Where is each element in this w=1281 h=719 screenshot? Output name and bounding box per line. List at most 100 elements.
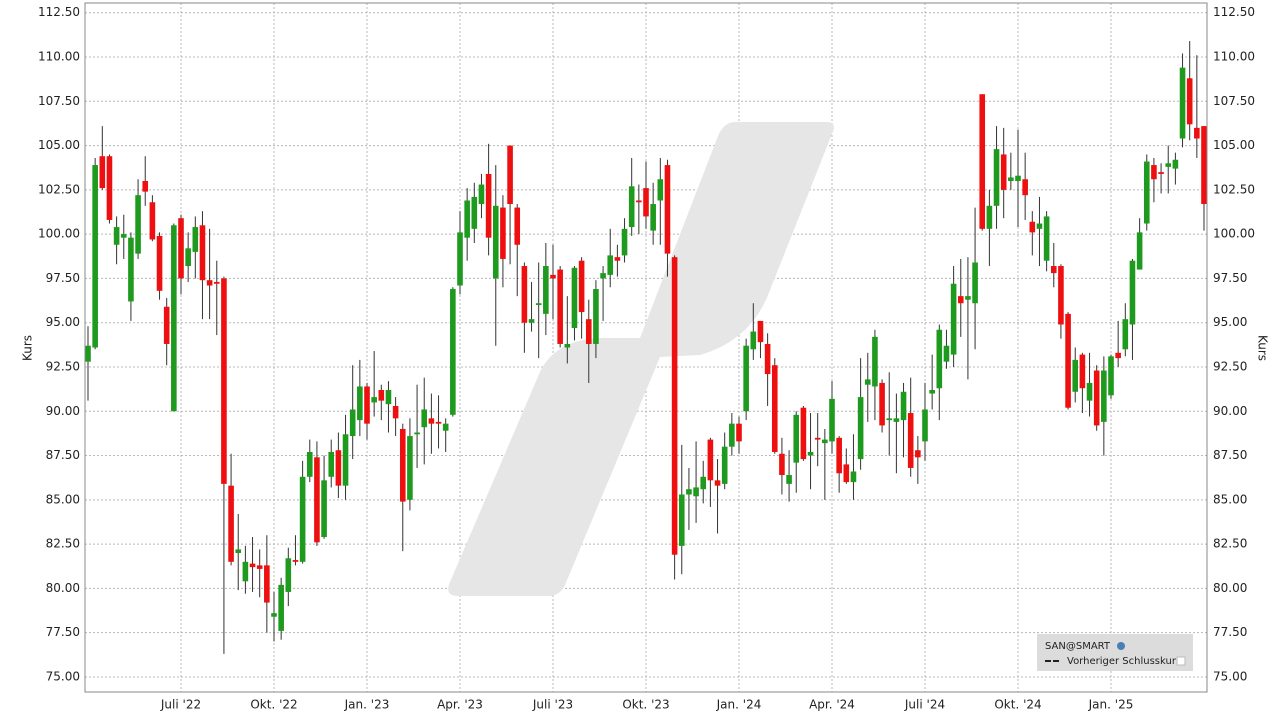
candle-body — [1186, 78, 1193, 125]
candle-body — [829, 398, 835, 442]
x-tick-label: Jan. '25 — [1088, 698, 1134, 712]
x-tick-label: Apr. '23 — [437, 698, 483, 712]
candle-body — [1036, 223, 1043, 229]
candle-body — [729, 423, 735, 447]
candle-body — [1008, 177, 1014, 182]
candle-body — [285, 558, 292, 592]
candle-body — [900, 391, 907, 421]
candle-body — [986, 205, 993, 229]
candle-body — [650, 204, 656, 231]
candle-body — [314, 457, 320, 543]
y2-tick-label: 105.00 — [1213, 138, 1255, 152]
candle-body — [235, 549, 242, 553]
candle-body — [306, 452, 313, 477]
candle-body — [743, 345, 749, 412]
candle-body — [228, 485, 234, 562]
candle-body — [292, 560, 299, 562]
candle-body — [507, 145, 513, 205]
candle-body — [607, 255, 614, 275]
candle-body — [535, 303, 542, 305]
candle-body — [628, 186, 635, 228]
candle-body — [113, 227, 120, 245]
y-tick-label: 77.50 — [46, 625, 80, 639]
candle-body — [907, 413, 914, 468]
candle-body — [163, 306, 170, 344]
candle-body — [171, 225, 177, 412]
candle-body — [1129, 260, 1136, 325]
y2-axis-title: Kurs — [1256, 335, 1270, 361]
candle-body — [800, 407, 807, 460]
candle-body — [120, 234, 127, 238]
y-tick-label: 107.50 — [38, 94, 80, 108]
candle-body — [271, 613, 277, 617]
candle-body — [1172, 159, 1179, 169]
candle-body — [1086, 382, 1093, 401]
candle-body — [585, 319, 592, 344]
candle-body — [264, 565, 270, 603]
candle-body — [514, 207, 521, 245]
y2-tick-label: 92.50 — [1213, 359, 1247, 373]
candle-body — [85, 345, 91, 362]
legend-box — [1037, 634, 1193, 671]
candle-body — [643, 188, 649, 217]
x-tick-label: Jan. '23 — [344, 698, 390, 712]
legend-checkbox[interactable] — [1176, 656, 1186, 666]
candle-body — [278, 584, 284, 631]
candle-body — [1136, 232, 1143, 270]
candle-body — [1022, 179, 1028, 196]
candle-body — [614, 257, 621, 261]
candle-body — [328, 452, 335, 477]
candle-body — [485, 173, 492, 238]
y2-tick-label: 112.50 — [1213, 5, 1255, 19]
candle-body — [1058, 266, 1064, 325]
candle-body — [600, 273, 606, 279]
y-tick-label: 87.50 — [46, 448, 80, 462]
candle-body — [249, 563, 256, 568]
candle-body — [850, 471, 857, 483]
candle-body — [1050, 266, 1057, 274]
candle-body — [156, 235, 163, 291]
x-tick-label: Okt. '23 — [622, 698, 669, 712]
candle-body — [557, 269, 563, 344]
candle-body — [621, 228, 628, 256]
candle-body — [213, 281, 220, 284]
y2-tick-label: 87.50 — [1213, 448, 1247, 462]
candle-body — [1079, 354, 1086, 389]
candle-body — [342, 434, 349, 486]
candle-body — [714, 480, 721, 486]
legend-label: Vorheriger Schlusskurs — [1067, 656, 1181, 667]
candle-body — [936, 329, 943, 389]
candle-body — [1093, 370, 1100, 426]
legend-icon — [1117, 642, 1125, 650]
legend-title: SAN@SMART — [1045, 641, 1111, 652]
candle-body — [1101, 370, 1107, 422]
candle-body — [492, 205, 499, 279]
candle-body — [571, 267, 578, 329]
y-tick-label: 92.50 — [46, 359, 80, 373]
y2-tick-label: 100.00 — [1213, 227, 1255, 241]
candle-body — [478, 184, 485, 205]
candle-body — [664, 165, 671, 254]
candle-body — [929, 390, 935, 394]
candle-body — [399, 428, 406, 502]
candle-body — [371, 397, 377, 403]
y-tick-label: 85.00 — [46, 492, 80, 506]
candle-body — [1143, 161, 1150, 224]
candle-body — [550, 274, 556, 279]
candle-body — [450, 289, 456, 415]
candle-body — [199, 225, 206, 281]
candle-body — [457, 232, 463, 286]
x-tick-label: Okt. '22 — [250, 698, 297, 712]
candle-body — [357, 386, 363, 421]
candle-body — [857, 397, 864, 460]
candle-body — [836, 437, 842, 474]
candle-body — [142, 181, 149, 192]
candle-body — [700, 476, 707, 490]
y-tick-label: 82.50 — [46, 537, 80, 551]
candle-body — [922, 409, 928, 442]
y-tick-label: 90.00 — [46, 404, 80, 418]
candle-body — [686, 489, 692, 495]
candle-body — [1194, 127, 1200, 139]
